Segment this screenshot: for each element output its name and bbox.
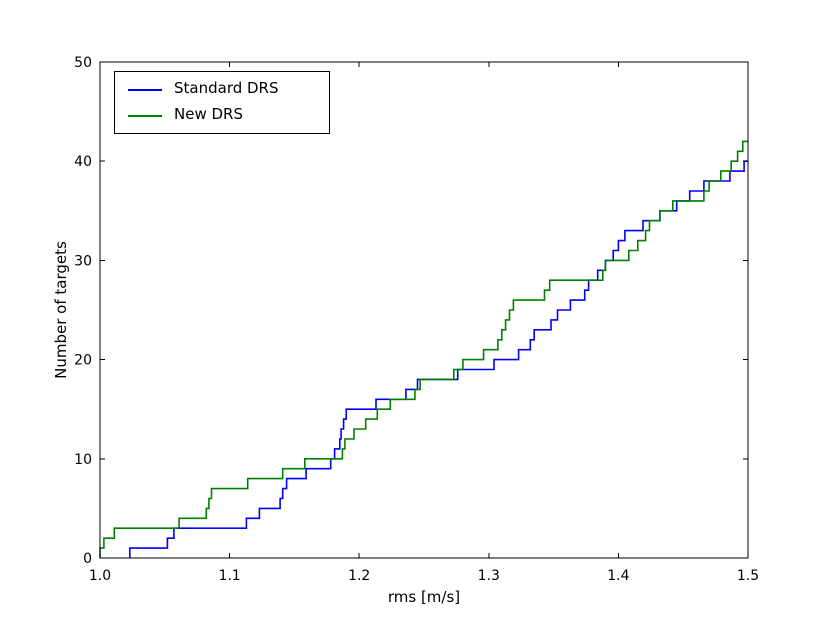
x-tick-label: 1.1: [218, 568, 240, 584]
y-tick-label: 0: [83, 551, 92, 567]
legend-label-standard-drs: Standard DRS: [174, 79, 279, 97]
legend-label-new-drs: New DRS: [174, 105, 243, 123]
axes-spines: [99, 61, 749, 559]
x-tick-label: 1.5: [737, 568, 759, 584]
y-tick-label: 30: [74, 253, 92, 269]
series-line-standard-drs: [129, 160, 748, 558]
legend-entry-new-drs: New DRS: [128, 107, 329, 124]
y-axis-label: Number of targets: [52, 241, 70, 379]
x-tick-label: 1.4: [607, 568, 629, 584]
series-line-new-drs: [99, 140, 748, 558]
legend-line-sample-green: [128, 114, 162, 117]
y-tick-label: 20: [74, 353, 92, 369]
x-tick-label: 1.0: [89, 568, 111, 584]
legend: Standard DRS New DRS: [114, 71, 330, 134]
x-tick-label: 1.2: [348, 568, 370, 584]
y-tick-label: 40: [74, 154, 92, 170]
legend-line-sample-blue: [128, 88, 162, 91]
x-axis-label: rms [m/s]: [387, 588, 461, 606]
y-tick-label: 50: [74, 55, 92, 71]
legend-entry-standard-drs: Standard DRS: [128, 81, 329, 98]
x-tick-label: 1.3: [478, 568, 500, 584]
y-tick-label: 10: [74, 452, 92, 468]
